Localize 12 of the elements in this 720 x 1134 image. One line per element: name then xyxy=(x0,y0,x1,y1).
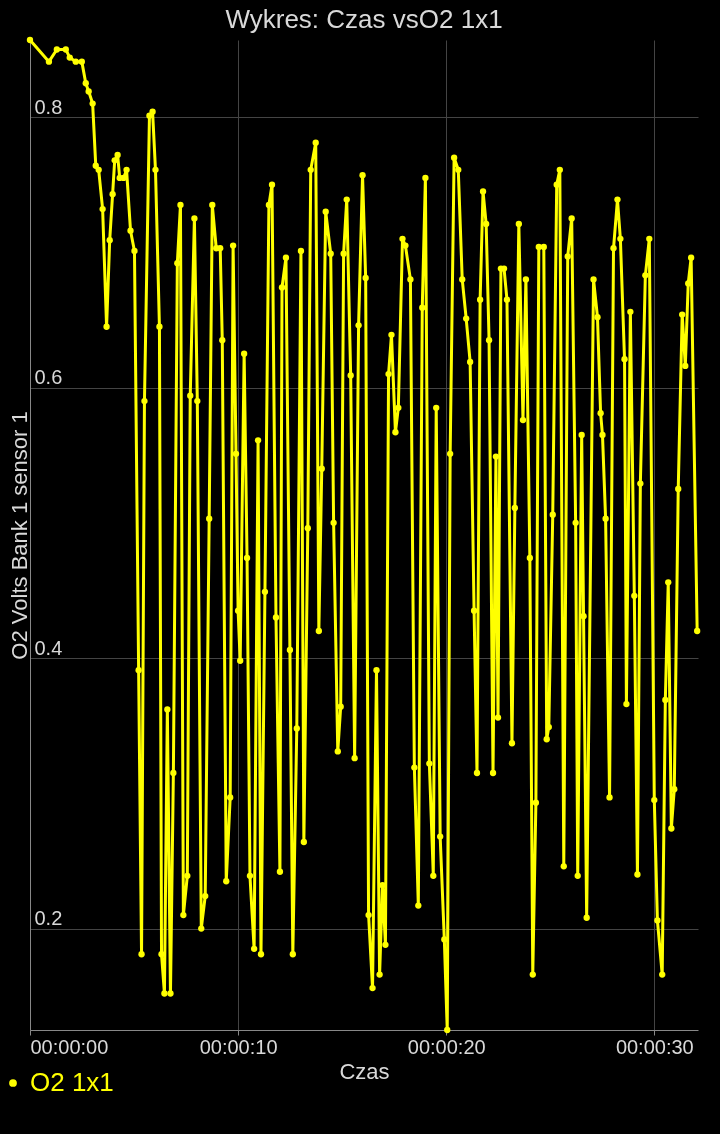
y-tick-label: 0.2 xyxy=(34,907,63,930)
x-tick-label: 00:00:20 xyxy=(407,1035,486,1058)
chart-title: Wykres: Czas vsO2 1x1 xyxy=(225,3,503,34)
x-axis-title: Czas xyxy=(339,1058,390,1084)
x-tick-label: 00:00:00 xyxy=(30,1035,109,1058)
y-tick-label: 0.6 xyxy=(34,366,63,389)
y-axis-title: O2 Volts Bank 1 sensor 1 xyxy=(7,411,32,660)
x-tick-label: 00:00:30 xyxy=(615,1035,694,1058)
y-tick-label: 0.8 xyxy=(34,95,63,118)
legend-label: O2 1x1 xyxy=(30,1067,114,1097)
x-tick-label: 00:00:10 xyxy=(199,1035,278,1058)
y-tick-label: 0.4 xyxy=(34,636,63,659)
